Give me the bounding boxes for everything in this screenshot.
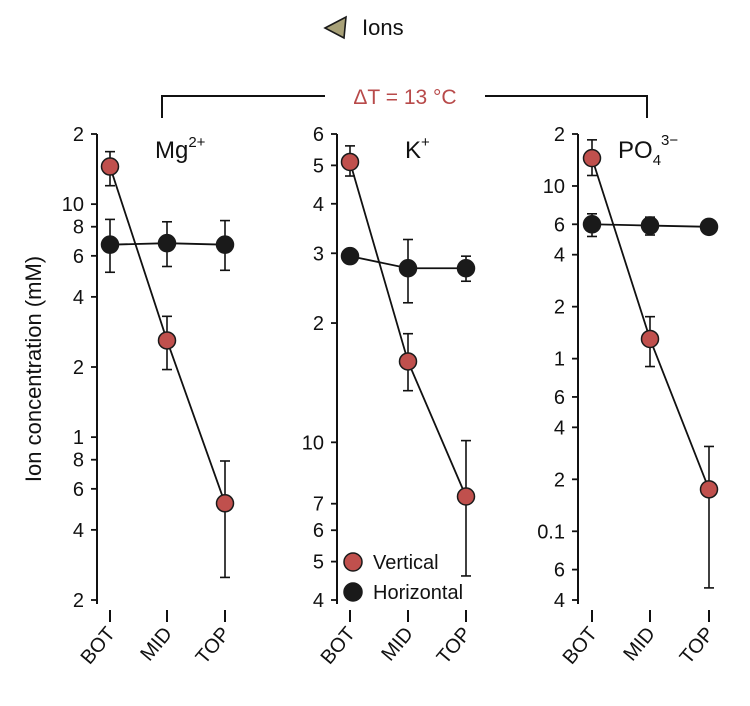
data-point-vertical (456, 487, 476, 506)
data-point-vertical (640, 329, 660, 349)
y-tick-label: 6 (554, 214, 565, 236)
y-tick-label: 3 (313, 243, 324, 265)
legend-horizontal-marker (343, 582, 363, 602)
y-tick-label: 2 (73, 590, 84, 612)
y-tick-label: 6 (554, 387, 565, 409)
legend: Vertical Horizontal (343, 552, 463, 604)
x-tick-label: MID (619, 623, 659, 665)
data-point-horizontal (699, 217, 719, 237)
data-point-vertical (157, 331, 177, 350)
y-tick-label: 5 (313, 552, 324, 574)
legend-vertical-marker (343, 552, 363, 572)
delta-t-label: ΔT = 13 °C (353, 86, 456, 109)
data-point-horizontal (640, 216, 660, 235)
panel-title: Mg2+ (155, 134, 206, 164)
data-point-horizontal (582, 215, 602, 234)
y-tick-label: 2 (554, 124, 565, 146)
y-tick-label: 2 (73, 357, 84, 379)
y-tick-label: 6 (313, 520, 324, 542)
panel-title: K+ (405, 134, 430, 164)
ions-legend-label: Ions (362, 15, 404, 40)
y-tick-label: 4 (73, 520, 84, 542)
x-tick-label: TOP (676, 623, 719, 668)
x-tick-label: MID (377, 623, 417, 665)
y-tick-label: 1 (554, 349, 565, 371)
y-tick-label: 8 (73, 450, 84, 472)
legend-horizontal-label: Horizontal (373, 582, 463, 604)
y-tick-label: 4 (313, 194, 324, 216)
data-point-vertical (340, 152, 360, 172)
x-tick-label: BOT (559, 623, 602, 669)
y-tick-label: 4 (554, 417, 565, 439)
delta-t-bracket (161, 95, 648, 118)
y-tick-label: 10 (543, 176, 565, 198)
y-tick-label: 0.1 (537, 521, 565, 543)
y-tick-label: 5 (313, 155, 324, 177)
y-tick-label: 2 (554, 469, 565, 491)
x-tick-label: TOP (192, 623, 235, 668)
triangle-icon (323, 15, 347, 40)
data-point-horizontal (157, 233, 177, 253)
data-point-horizontal (340, 246, 360, 266)
data-point-horizontal (456, 258, 476, 278)
y-tick-label: 2 (313, 313, 324, 335)
data-point-vertical (398, 352, 418, 371)
y-tick-label: 4 (554, 590, 565, 612)
y-tick-label: 4 (554, 245, 565, 267)
y-tick-label: 4 (313, 590, 324, 612)
panel-3: 2 10 6 4 2 1 6 4 2 0.1 6 4 BOT MID TOP PO43− (537, 124, 719, 669)
legend-vertical-label: Vertical (373, 552, 439, 574)
y-tick-label: 8 (73, 217, 84, 239)
data-point-vertical (582, 148, 602, 168)
x-tick-label: TOP (433, 623, 476, 668)
data-point-horizontal (398, 258, 418, 278)
y-tick-label: 6 (73, 246, 84, 268)
data-point-vertical (215, 494, 235, 513)
x-tick-label: BOT (317, 623, 360, 669)
y-tick-label: 10 (302, 432, 324, 454)
series-line-vertical (349, 161, 467, 497)
data-point-horizontal (215, 235, 235, 254)
x-tick-label: MID (136, 623, 176, 665)
y-tick-label: 2 (73, 124, 84, 146)
y-tick-label: 6 (554, 560, 565, 582)
y-tick-label: 7 (313, 494, 324, 516)
data-point-vertical (100, 157, 120, 176)
data-point-horizontal (100, 235, 120, 254)
data-point-vertical (699, 480, 719, 499)
panel-title: PO43− (618, 132, 678, 169)
y-tick-label: 1 (73, 427, 84, 449)
y-tick-label: 10 (62, 194, 84, 216)
y-tick-label: 2 (554, 297, 565, 319)
y-axis-label: Ion concentration (mM) (21, 256, 46, 482)
x-tick-label: BOT (77, 623, 120, 669)
y-tick-label: 4 (73, 287, 84, 309)
y-tick-label: 6 (313, 124, 324, 146)
y-tick-label: 6 (73, 479, 84, 501)
